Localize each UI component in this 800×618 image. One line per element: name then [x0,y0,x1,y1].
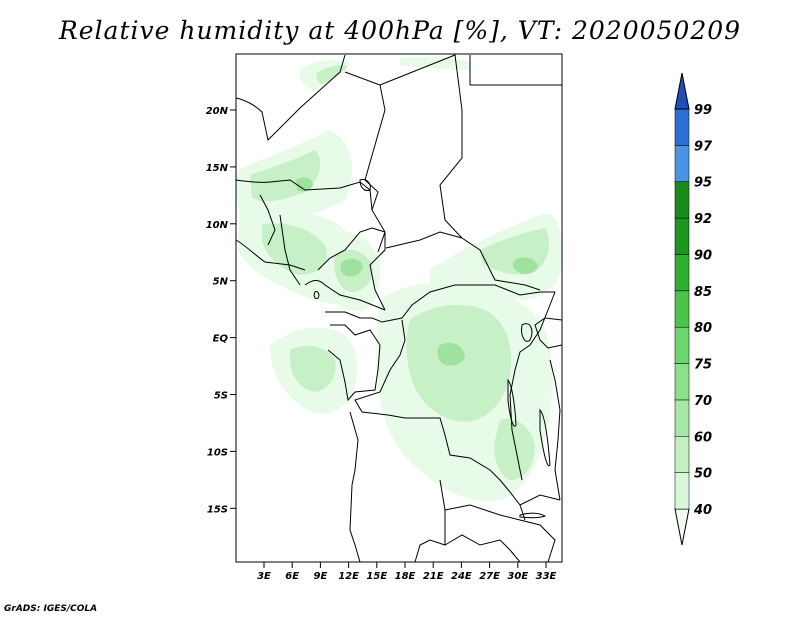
colorbar-label: 75 [694,358,712,373]
colorbar-segment [674,326,690,364]
longitude-axis: 3E 6E 9E 12E 15E 18E 21E 24E 27E 30E 33E [257,562,557,582]
colorbar-label: 80 [694,321,712,336]
lat-tick-label: 20N [206,106,229,117]
lon-tick-label: 27E [479,571,500,582]
lon-tick-label: 24E [451,571,472,582]
country-borders [235,54,563,563]
colorbar-label: 85 [694,285,712,300]
lon-tick-label: 15E [366,571,387,582]
colorbar-label: 99 [694,103,712,118]
lon-tick-label: 9E [314,571,328,582]
colorbar-segment [674,145,690,182]
map-frame [235,53,563,563]
colorbar-segment [674,181,690,219]
lon-tick-label: 30E [507,571,528,582]
lon-tick-label: 21E [423,571,444,582]
grads-credit: GrADS: IGES/COLA [4,604,98,614]
lat-tick-label: 10N [206,220,229,231]
colorbar-over-triangle [674,72,690,110]
colorbar: 40 50 60 70 75 80 85 90 92 95 97 99 [674,72,713,546]
colorbar-label: 50 [694,467,712,482]
colorbar-segment [674,254,690,292]
colorbar-label: 97 [694,139,713,154]
colorbar-under-triangle [674,508,690,546]
lon-tick-label: 33E [536,571,557,582]
colorbar-label: 92 [694,212,712,227]
lon-tick-label: 18E [395,571,416,582]
lat-tick-label: 5S [214,391,228,402]
lon-tick-label: 12E [338,571,359,582]
colorbar-segment [674,472,690,510]
colorbar-segment [674,217,690,255]
colorbar-segment [674,363,690,401]
colorbar-label: 95 [694,176,712,191]
map-title: Relative humidity at 400hPa [%], VT: 202… [58,16,742,45]
colorbar-label: 40 [693,503,712,518]
humidity-shading [236,56,562,501]
colorbar-segment [674,399,690,437]
colorbar-segment [674,436,690,473]
colorbar-segment [674,290,690,328]
lakes [313,179,551,519]
lat-tick-label: 15N [206,163,229,174]
lon-tick-label: 6E [285,571,299,582]
colorbar-label: 70 [694,394,712,409]
colorbar-segment [674,108,690,146]
lon-tick-label: 3E [257,571,271,582]
lat-tick-label: EQ [213,334,229,345]
colorbar-label: 90 [694,248,712,263]
lat-tick-label: 10S [207,447,228,458]
latitude-axis: 20N 15N 10N 5N EQ 5S 10S 15S [206,106,236,515]
lat-tick-label: 15S [207,504,228,515]
colorbar-label: 60 [694,430,712,445]
lat-tick-label: 5N [213,277,229,288]
